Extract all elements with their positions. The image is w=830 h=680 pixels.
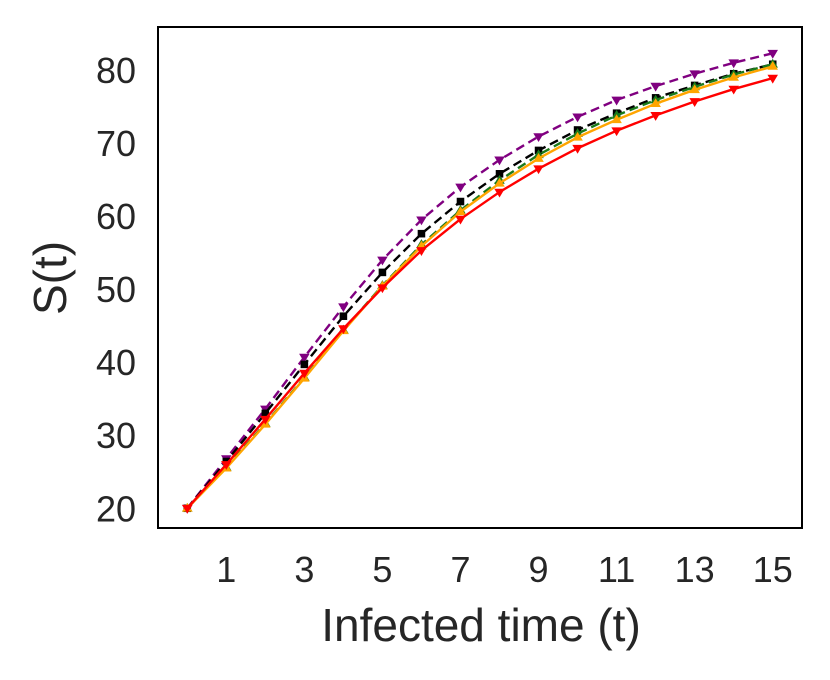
y-axis-label: S(t) (24, 241, 76, 315)
data-point (260, 415, 271, 425)
data-point (611, 96, 622, 106)
data-point (689, 70, 700, 80)
series-line (186, 52, 774, 510)
x-tick-label: 15 (753, 549, 793, 590)
data-point (650, 82, 661, 92)
x-tick-label: 5 (372, 549, 392, 590)
y-tick-label: 20 (96, 488, 136, 529)
data-point (689, 98, 700, 107)
y-tick-label: 40 (96, 342, 136, 383)
series-line (186, 76, 774, 510)
data-point (494, 177, 505, 187)
data-point (611, 114, 622, 124)
data-point (417, 229, 426, 238)
data-point (495, 170, 504, 178)
series-purple (182, 49, 778, 514)
data-point (572, 113, 583, 123)
data-point (299, 353, 310, 363)
x-tick-label: 1 (216, 549, 236, 590)
data-point (455, 206, 466, 216)
data-point (689, 84, 700, 94)
data-point (533, 165, 544, 175)
data-point (221, 461, 232, 470)
data-point (650, 112, 661, 121)
data-point (533, 152, 544, 162)
data-point (494, 156, 505, 166)
series-group (182, 49, 778, 514)
plot-frame (157, 26, 803, 529)
data-point (455, 215, 466, 225)
data-point (339, 312, 348, 320)
data-point (416, 247, 427, 256)
y-tick-label: 60 (96, 196, 136, 237)
x-axis-label: Infected time (t) (321, 599, 641, 651)
y-tick-label: 70 (96, 123, 136, 164)
data-point (611, 127, 622, 137)
series-line (186, 63, 774, 510)
data-point (300, 360, 309, 369)
data-point (338, 303, 349, 313)
data-point (378, 268, 387, 277)
y-tick-label: 80 (96, 50, 136, 91)
y-tick-label: 50 (96, 269, 136, 310)
data-point (377, 256, 388, 266)
data-point (728, 59, 739, 69)
data-point (338, 325, 349, 335)
data-point (494, 188, 505, 198)
series-red (182, 74, 778, 514)
x-tick-label: 3 (294, 549, 314, 590)
x-tick-label: 7 (450, 549, 470, 590)
x-tick-label: 9 (529, 549, 549, 590)
plot-area (157, 26, 803, 529)
x-tick-label: 11 (598, 549, 635, 590)
data-point (767, 74, 778, 84)
data-point (767, 49, 778, 59)
data-point (377, 284, 388, 294)
data-point (728, 85, 739, 95)
data-point (455, 183, 466, 193)
data-point (261, 409, 270, 418)
y-tick-label: 30 (96, 415, 136, 456)
data-point (456, 197, 465, 206)
series-line (186, 65, 774, 510)
data-point (182, 504, 193, 514)
x-tick-label: 13 (675, 549, 715, 590)
data-point (728, 71, 739, 81)
data-point (572, 131, 583, 141)
data-point (299, 369, 310, 379)
data-point (650, 98, 661, 108)
data-point (416, 216, 427, 226)
data-point (767, 60, 778, 70)
data-point (533, 133, 544, 143)
data-point (572, 144, 583, 154)
